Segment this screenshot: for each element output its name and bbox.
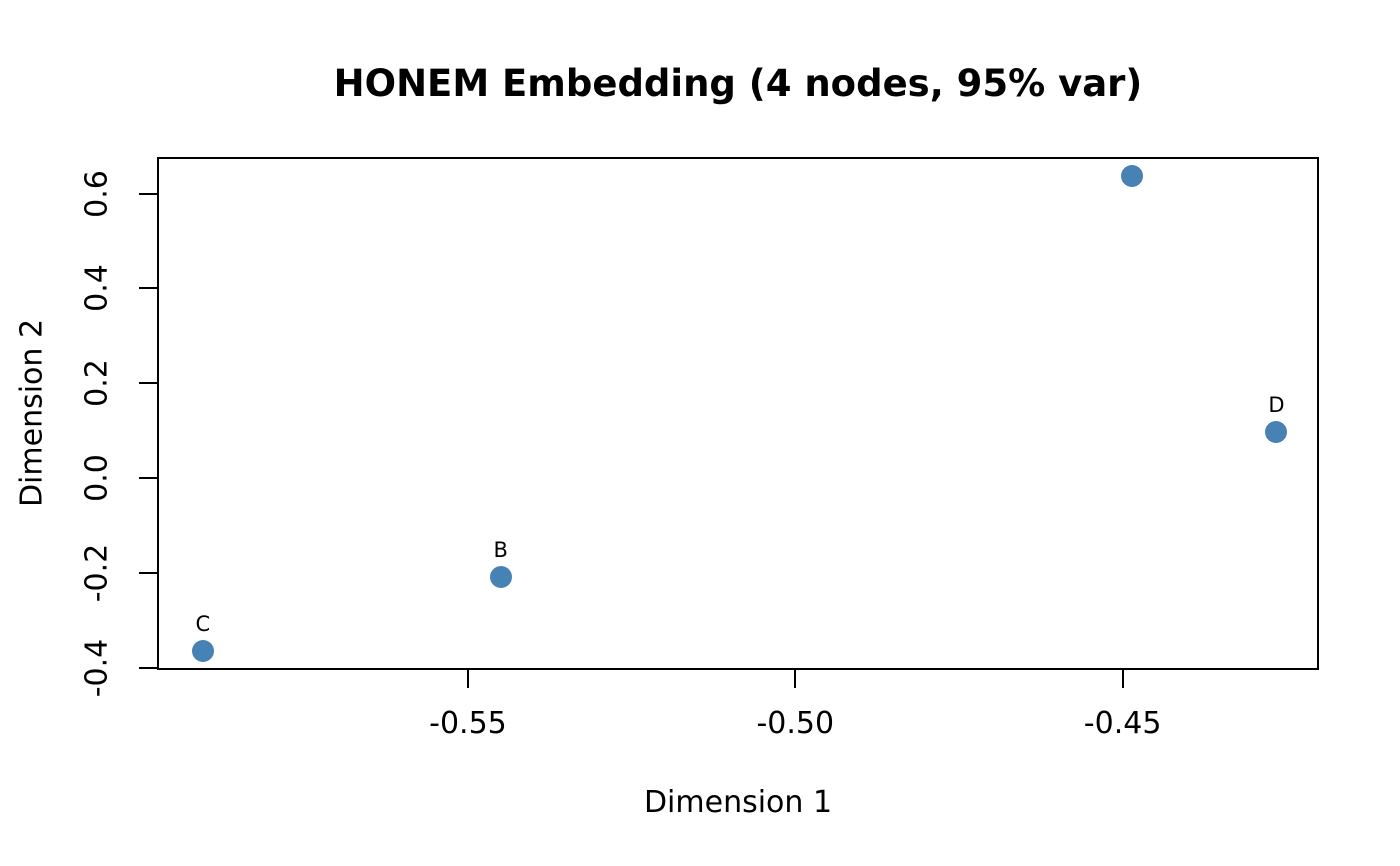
- y-tick-label-4: 0.4: [79, 264, 115, 313]
- data-point-D: [1265, 420, 1288, 443]
- point-label-B: B: [493, 537, 508, 562]
- y-tick-label-1: -0.2: [79, 543, 115, 603]
- point-label-D: D: [1268, 392, 1285, 417]
- x-tick-1: [794, 670, 797, 688]
- x-tick-label-2: -0.45: [1083, 706, 1162, 741]
- y-tick-label-5: 0.6: [79, 169, 115, 218]
- x-tick-label-1: -0.50: [756, 706, 835, 741]
- y-tick-0: [139, 666, 157, 669]
- x-axis-label: Dimension 1: [643, 785, 833, 820]
- point-label-C: C: [195, 612, 211, 637]
- x-tick-0: [466, 670, 469, 688]
- data-point-B: [489, 565, 512, 588]
- y-tick-label-0: -0.4: [79, 638, 115, 697]
- plot-area: [157, 157, 1319, 670]
- y-tick-5: [139, 192, 157, 195]
- chart-title: HONEM Embedding (4 nodes, 95% var): [333, 62, 1143, 105]
- data-point-0: [1121, 164, 1144, 187]
- y-tick-3: [139, 382, 157, 385]
- y-tick-2: [139, 476, 157, 479]
- y-tick-label-3: 0.2: [79, 359, 115, 407]
- x-tick-2: [1121, 670, 1124, 688]
- y-tick-4: [139, 287, 157, 290]
- x-tick-label-0: -0.55: [429, 706, 507, 741]
- data-point-C: [191, 640, 214, 663]
- y-tick-label-2: 0.0: [79, 454, 115, 502]
- y-tick-1: [139, 571, 157, 574]
- y-axis-label: Dimension 2: [14, 318, 50, 508]
